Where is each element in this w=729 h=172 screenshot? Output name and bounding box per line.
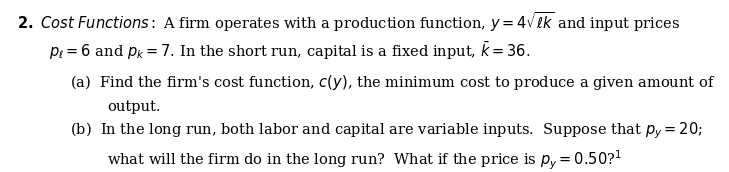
Text: what will the firm do in the long run?  What if the price is $p_y = 0.50$?$^1$: what will the firm do in the long run? W… — [107, 149, 623, 172]
Text: (b)  In the long run, both labor and capital are variable inputs.  Suppose that : (b) In the long run, both labor and capi… — [70, 120, 703, 141]
Text: (a)  Find the firm's cost function, $c(y)$, the minimum cost to produce a given : (a) Find the firm's cost function, $c(y)… — [70, 73, 715, 92]
Text: $\mathbf{2.}$ $\mathit{Cost\ Functions:}$ A firm operates with a production func: $\mathbf{2.}$ $\mathit{Cost\ Functions:}… — [17, 10, 680, 34]
Text: output.: output. — [107, 100, 161, 114]
Text: $p_\ell = 6$ and $p_k = 7$. In the short run, capital is a fixed input, $\bar{k}: $p_\ell = 6$ and $p_k = 7$. In the short… — [50, 40, 531, 62]
